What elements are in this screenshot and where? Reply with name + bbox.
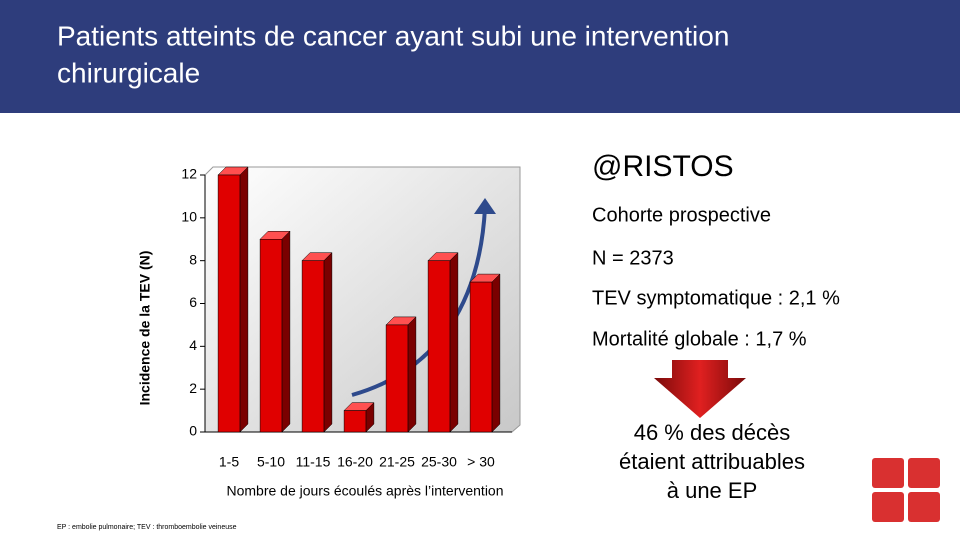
panel-title: @RISTOS [592,150,734,183]
y-tick-label: 12 [181,166,197,182]
x-tick-label: 5-10 [257,454,285,470]
y-tick-label: 4 [189,337,197,353]
footnote: EP : embolie pulmonaire; TEV : thromboem… [57,524,237,531]
bar [469,281,493,433]
conclusion-line: étaient attribuables [619,449,805,474]
x-axis-label: Nombre de jours écoulés après l’interven… [226,483,503,499]
y-tick-label: 6 [189,294,197,310]
x-tick-label: 21-25 [379,454,415,470]
bar [343,410,367,433]
bar-side [239,166,249,433]
icon [872,492,904,522]
x-tick-label: 16-20 [337,454,373,470]
x-tick-label: > 30 [467,454,495,470]
panel-line: N = 2373 [592,247,674,269]
bar-side [449,252,459,433]
y-tick-label: 0 [189,423,197,439]
bar-side [323,252,333,433]
bar [217,174,241,433]
bar [301,260,325,433]
arrow-head [474,198,496,214]
x-tick-label: 11-15 [296,454,331,470]
bar-side [407,316,417,433]
bar-side [491,273,501,433]
conclusion-line: 46 % des décès [634,420,791,445]
y-axis-label: Incidence de la TEV (N) [137,251,153,406]
title-line: Patients atteints de cancer ayant subi u… [57,20,729,51]
down-arrow [654,360,746,418]
y-tick-label: 8 [189,251,197,267]
icon [908,458,940,488]
y-tick-label: 10 [181,209,197,225]
title-bar [0,0,960,113]
x-tick-label: 1-5 [219,454,239,470]
panel-line: Mortalité globale : 1,7 % [592,328,807,350]
x-tick-label: 25-30 [421,454,457,470]
bar [385,324,409,433]
panel-line: TEV symptomatique : 2,1 % [592,287,840,309]
icon [908,492,940,522]
conclusion-line: à une EP [667,478,758,503]
title-line: chirurgicale [57,57,200,88]
icon [872,458,904,488]
bar [259,239,283,433]
bar [427,260,451,433]
y-tick-label: 2 [189,380,197,396]
bar-side [281,230,291,433]
panel-line: Cohorte prospective [592,204,771,226]
